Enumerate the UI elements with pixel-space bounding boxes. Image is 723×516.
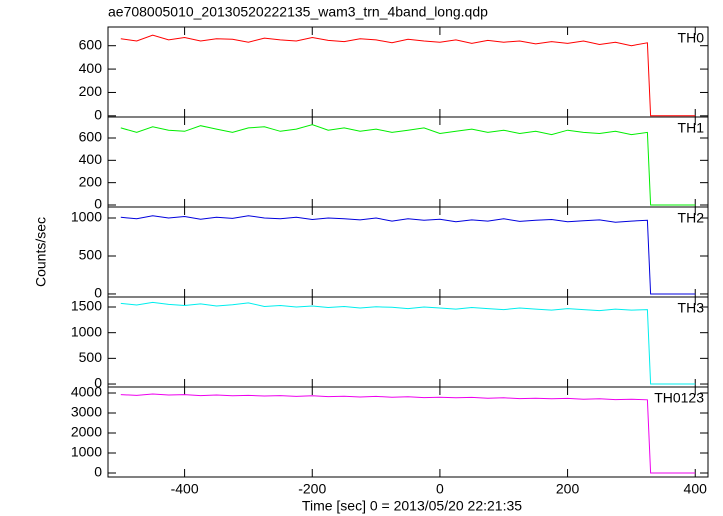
series-line — [120, 124, 696, 206]
y-tick-label: 1000 — [71, 323, 102, 339]
y-tick-label: 600 — [79, 129, 103, 145]
panel-frame — [107, 296, 709, 388]
y-tick-label: 1000 — [71, 209, 102, 225]
series-line — [120, 393, 696, 474]
panel-label: TH0 — [678, 30, 705, 46]
y-tick-label: 200 — [79, 173, 103, 189]
y-tick-label: 500 — [79, 247, 103, 263]
panel-label: TH1 — [678, 120, 705, 136]
y-tick-label: 500 — [79, 349, 103, 365]
y-tick-label: 0 — [94, 464, 102, 480]
panel-label: TH3 — [678, 300, 705, 316]
panel-frame — [107, 386, 709, 478]
series-line — [120, 34, 696, 117]
series-line — [120, 215, 696, 295]
y-tick-label: 600 — [79, 36, 103, 52]
y-tick-label: 200 — [79, 83, 103, 99]
y-tick-label: 0 — [94, 107, 102, 123]
y-tick-label: 400 — [79, 60, 103, 76]
y-tick-label: 3000 — [71, 404, 102, 420]
x-tick-label: 0 — [436, 481, 444, 497]
y-tick-label: 1000 — [71, 444, 102, 460]
x-tick-label: 200 — [556, 481, 580, 497]
series-line — [120, 301, 696, 385]
y-tick-label: 0 — [94, 285, 102, 301]
x-tick-label: -200 — [298, 481, 326, 497]
y-axis-label: Counts/sec — [33, 217, 49, 287]
panel-label: TH0123 — [654, 390, 704, 406]
y-tick-label: 400 — [79, 151, 103, 167]
y-tick-label: 4000 — [71, 384, 102, 400]
x-tick-label: 400 — [684, 481, 708, 497]
panel-label: TH2 — [678, 210, 705, 226]
panel-frame — [107, 206, 709, 298]
y-tick-label: 0 — [94, 196, 102, 212]
chart-title: ae708005010_20130520222135_wam3_trn_4ban… — [108, 4, 488, 20]
x-tick-label: -400 — [171, 481, 199, 497]
x-axis-label: Time [sec] 0 = 2013/05/20 22:21:35 — [302, 498, 522, 514]
y-tick-label: 2000 — [71, 424, 102, 440]
y-tick-label: 0 — [94, 375, 102, 391]
y-tick-label: 1500 — [71, 298, 102, 314]
